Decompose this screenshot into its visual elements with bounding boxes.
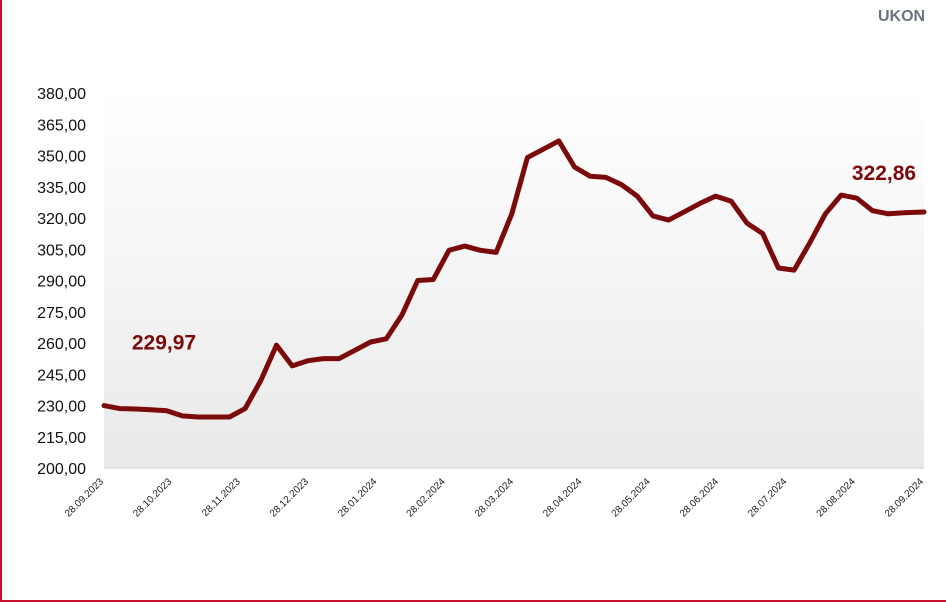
series-layer xyxy=(101,138,927,420)
y-axis-ticks: 200,00 215,00 230,00 245,00 260,00 275,00 290,… xyxy=(37,86,86,478)
y-tick-label: 365,00 xyxy=(37,117,86,134)
y-tick-label: 335,00 xyxy=(37,180,86,197)
y-tick-label: 230,00 xyxy=(37,399,86,416)
x-tick-label: 28.07.2024 xyxy=(746,476,789,519)
x-tick-label: 28.11.2023 xyxy=(200,476,243,519)
series-line xyxy=(101,138,927,420)
data-labels: 229,97 322,86 xyxy=(132,162,916,355)
x-tick-label: 28.01.2024 xyxy=(336,476,379,519)
x-tick-label: 28.04.2024 xyxy=(541,476,584,519)
y-tick-label: 380,00 xyxy=(37,86,86,103)
x-tick-label: 28.03.2024 xyxy=(473,476,516,519)
data-label: 322,86 xyxy=(852,162,916,185)
y-tick-label: 275,00 xyxy=(37,305,86,322)
x-tick-label: 28.12.2023 xyxy=(268,476,311,519)
x-tick-label: 28.05.2024 xyxy=(610,476,653,519)
y-tick-label: 260,00 xyxy=(37,336,86,353)
y-tick-label: 320,00 xyxy=(37,211,86,228)
y-tick-label: 200,00 xyxy=(37,461,86,478)
y-tick-label: 245,00 xyxy=(37,367,86,384)
x-tick-label: 28.10.2023 xyxy=(131,476,174,519)
y-tick-label: 305,00 xyxy=(37,242,86,259)
plot-area xyxy=(104,93,924,468)
data-label: 229,97 xyxy=(132,332,196,355)
brand-label: UKON xyxy=(878,8,926,25)
y-tick-label: 215,00 xyxy=(37,430,86,447)
x-tick-label: 28.09.2024 xyxy=(883,476,926,519)
x-axis-ticks: 28.09.2023 28.10.2023 28.11.2023 28.12.2023… xyxy=(63,476,926,519)
y-tick-label: 350,00 xyxy=(37,149,86,166)
x-tick-label: 28.08.2024 xyxy=(815,476,858,519)
x-tick-label: 28.02.2024 xyxy=(405,476,448,519)
x-tick-label: 28.06.2024 xyxy=(678,476,721,519)
x-tick-label: 28.09.2023 xyxy=(63,476,106,519)
y-tick-label: 290,00 xyxy=(37,274,86,291)
